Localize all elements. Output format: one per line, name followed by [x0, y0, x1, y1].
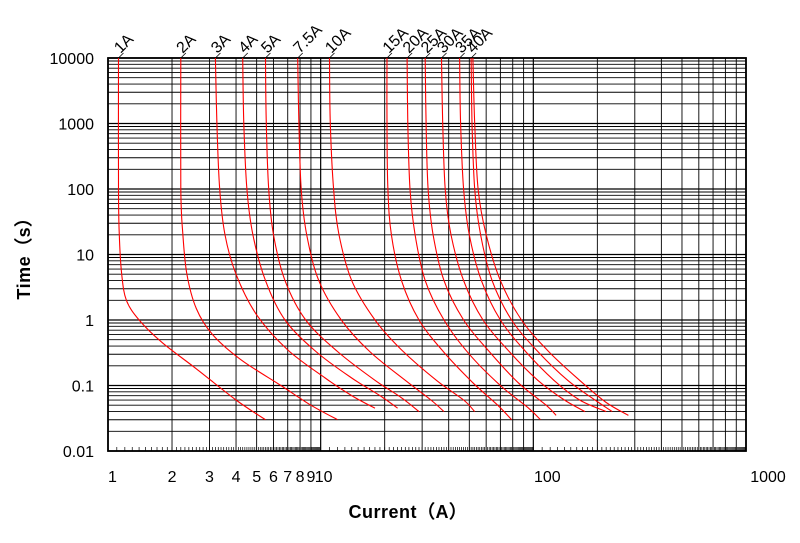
curve-35a — [459, 57, 607, 413]
curve-20a — [406, 57, 541, 421]
x-tick-label: 5 — [252, 469, 261, 486]
x-tick-label: 10 — [315, 469, 333, 486]
curve-3a — [214, 57, 376, 409]
x-tick-label: 7 — [283, 469, 292, 486]
x-tick-label: 1000 — [750, 469, 786, 486]
x-axis-title: Current（A） — [348, 502, 467, 522]
curve-label-4a: 4A — [236, 31, 262, 57]
x-tick-label: 9 — [306, 469, 315, 486]
curve-2a — [180, 57, 338, 421]
curve-10a — [328, 57, 476, 412]
x-tick-label: 4 — [232, 469, 241, 486]
curve-label-leader — [265, 52, 271, 59]
curve-4a — [242, 57, 398, 409]
curve-label-leader — [297, 52, 304, 59]
curve-label-5a: 5A — [258, 31, 284, 57]
plot-frame — [107, 57, 747, 452]
y-axis-title: Time（s） — [14, 208, 34, 299]
curve-layer — [117, 57, 629, 421]
y-tick-label: 10000 — [50, 51, 95, 68]
grid-layer — [107, 57, 747, 452]
curve-label-leader — [329, 52, 335, 59]
curve-label-leader — [424, 52, 431, 59]
y-tick-label: 0.1 — [72, 379, 94, 396]
curve-5a — [264, 57, 420, 413]
x-tick-label: 1 — [108, 469, 117, 486]
curve-label-leader — [470, 52, 477, 59]
curve-label-10a: 10A — [322, 24, 354, 56]
x-tick-label: 100 — [534, 469, 561, 486]
curve-7-5a — [297, 57, 445, 413]
curve-30a — [440, 57, 586, 413]
curve-25a — [424, 57, 557, 416]
y-tick-label: 1000 — [58, 117, 94, 134]
curve-label-leader — [215, 52, 221, 59]
curve-15a — [386, 57, 512, 421]
curve-label-leader — [242, 52, 249, 59]
curve-label-7-5a: 7.5A — [291, 21, 327, 57]
curve-label-leader — [180, 52, 187, 59]
curve-label-leader — [441, 52, 447, 59]
y-tick-label: 10 — [76, 248, 94, 265]
x-tick-label: 6 — [269, 469, 278, 486]
curve-label-3a: 3A — [208, 31, 234, 57]
curve-label-leader — [459, 52, 465, 59]
y-tick-label: 0.01 — [63, 444, 94, 461]
y-tick-label: 100 — [67, 182, 94, 199]
x-tick-label: 3 — [205, 469, 214, 486]
curve-40a — [470, 57, 613, 413]
curve-label-leader — [118, 52, 124, 59]
curve-label-leader — [386, 52, 393, 59]
curve-1a — [117, 57, 266, 421]
curve-label-2a: 2A — [174, 31, 200, 57]
x-tick-label: 8 — [296, 469, 305, 486]
curve-label-leader — [406, 52, 413, 59]
curve-label-1a: 1A — [111, 31, 137, 57]
curve-extra — [472, 57, 629, 416]
x-tick-label: 2 — [168, 469, 177, 486]
y-tick-label: 1 — [85, 313, 94, 330]
